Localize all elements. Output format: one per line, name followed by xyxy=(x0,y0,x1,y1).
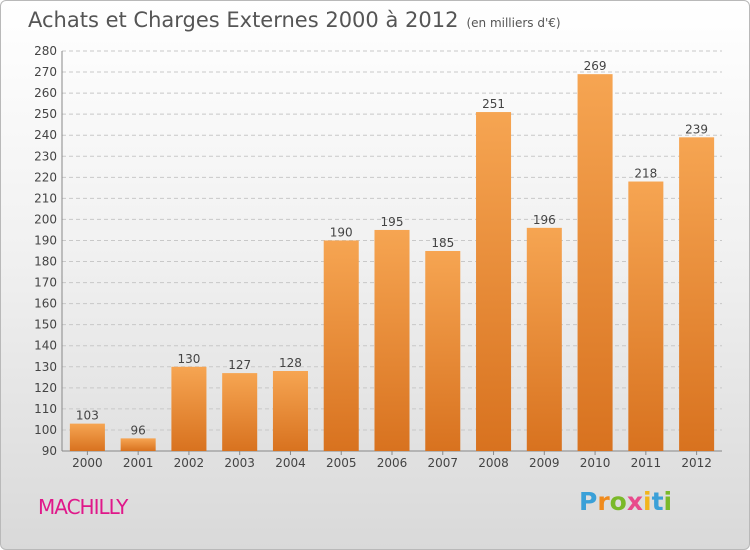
chart-title: Achats et Charges Externes 2000 à 2012 (e… xyxy=(28,8,561,32)
value-label: 128 xyxy=(279,356,302,370)
y-tick-label: 130 xyxy=(34,360,57,374)
brand-letter: i xyxy=(643,487,652,516)
bar xyxy=(577,74,613,451)
x-tick-label: 2004 xyxy=(275,456,306,470)
y-tick-label: 270 xyxy=(34,65,57,79)
bar xyxy=(120,438,156,451)
x-tick-label: 2000 xyxy=(72,456,103,470)
y-tick-label: 280 xyxy=(34,44,57,58)
value-label: 251 xyxy=(482,97,505,111)
y-tick-label: 260 xyxy=(34,86,57,100)
x-tick-label: 2012 xyxy=(681,456,712,470)
y-tick-label: 140 xyxy=(34,339,57,353)
bar xyxy=(171,366,207,451)
bars-layer xyxy=(69,74,715,452)
y-tick-label: 200 xyxy=(34,212,57,226)
bar xyxy=(476,112,512,451)
bar xyxy=(69,423,105,451)
chart-subtitle: (en milliers d'€) xyxy=(466,16,561,30)
commune-name: MACHILLY xyxy=(38,495,128,519)
value-label: 96 xyxy=(131,423,146,437)
brand-letter: o xyxy=(609,487,627,516)
x-tick-label: 2007 xyxy=(427,456,458,470)
value-label: 130 xyxy=(177,352,200,366)
brand-letter: r xyxy=(597,487,610,516)
x-tick-label: 2008 xyxy=(478,456,509,470)
x-tick-label: 2001 xyxy=(123,456,154,470)
bar xyxy=(323,240,359,451)
y-tick-label: 170 xyxy=(34,276,57,290)
value-label: 190 xyxy=(330,225,353,239)
labels-layer: 103 2000 96 2001 130 2002 127 2003 128 2004 190 200… xyxy=(72,59,712,470)
y-tick-label: 100 xyxy=(34,423,57,437)
brand-letter: i xyxy=(663,487,673,516)
value-label: 103 xyxy=(76,409,99,423)
bar xyxy=(679,137,715,451)
bar xyxy=(425,251,461,451)
bar xyxy=(374,229,410,451)
x-tick-label: 2011 xyxy=(631,456,662,470)
title-text: Achats et Charges Externes 2000 à 2012 xyxy=(28,8,459,32)
value-label: 185 xyxy=(431,236,454,250)
value-label: 218 xyxy=(634,167,657,181)
value-label: 127 xyxy=(228,358,251,372)
x-tick-label: 2002 xyxy=(174,456,205,470)
x-tick-label: 2010 xyxy=(580,456,611,470)
y-tick-label: 240 xyxy=(34,128,57,142)
proxiti-logo: Proxiti xyxy=(579,487,672,516)
x-tick-label: 2005 xyxy=(326,456,357,470)
y-tick-label: 90 xyxy=(42,444,57,458)
y-tick-label: 110 xyxy=(34,402,57,416)
value-label: 269 xyxy=(584,59,607,73)
y-tick-label: 160 xyxy=(34,297,57,311)
x-tick-label: 2006 xyxy=(377,456,408,470)
bar xyxy=(526,227,562,451)
y-tick-label: 210 xyxy=(34,191,57,205)
y-tick-label: 120 xyxy=(34,381,57,395)
bar xyxy=(222,373,258,451)
brand-letter: t xyxy=(651,487,664,516)
value-label: 239 xyxy=(685,122,708,136)
y-tick-label: 180 xyxy=(34,255,57,269)
y-tick-label: 150 xyxy=(34,318,57,332)
bar xyxy=(628,181,664,452)
y-tick-label: 220 xyxy=(34,170,57,184)
y-tick-label: 250 xyxy=(34,107,57,121)
bar xyxy=(272,371,308,451)
y-tick-label: 190 xyxy=(34,233,57,247)
value-label: 196 xyxy=(533,213,556,227)
brand-letter: P xyxy=(579,487,598,516)
x-tick-label: 2003 xyxy=(224,456,255,470)
y-tick-label: 230 xyxy=(34,149,57,163)
x-tick-label: 2009 xyxy=(529,456,560,470)
value-label: 195 xyxy=(381,215,404,229)
brand-letter: x xyxy=(626,487,643,516)
